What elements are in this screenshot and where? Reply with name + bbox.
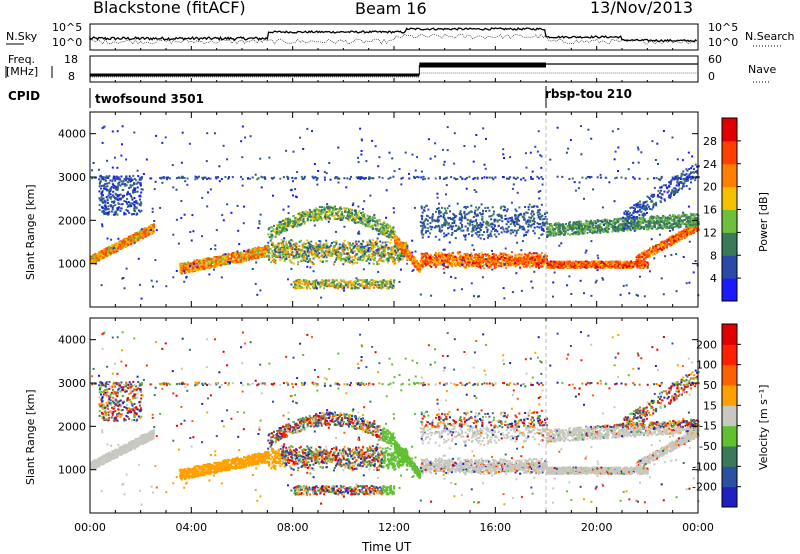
nsearch-label: N.Search (745, 30, 795, 43)
colorbar-seg-0-4 (722, 186, 737, 210)
ytick-label-1-0: 1000 (58, 464, 86, 477)
colorbar-seg-1-0 (722, 486, 737, 508)
colorbar-frame-1 (721, 323, 738, 508)
ytick-label-0-3: 4000 (58, 128, 86, 141)
ytick-label-1-1: 2000 (58, 420, 86, 433)
ytick-label-0-0: 1000 (58, 258, 86, 271)
colorbar-label-1-3: 15 (703, 399, 717, 412)
panel-bg-0 (90, 112, 698, 307)
colorbar-label-1-0: 200 (696, 338, 717, 351)
nsky-right-tick-top: 10^5 (708, 21, 739, 34)
ytick-label-1-3: 4000 (58, 334, 86, 347)
colorbar-label-0-1: 8 (710, 249, 717, 262)
colorbar-seg-0-2 (722, 232, 737, 256)
velocity-ylabel: Slant Range [km] (24, 389, 37, 485)
xtick-label-6: 00:00 (682, 521, 714, 534)
xtick-label-4: 16:00 (479, 521, 511, 534)
velocity-scatter (90, 331, 700, 506)
freq-tick-top: 18 (64, 53, 78, 66)
colorbar-label-1-7: -200 (692, 481, 717, 494)
ytick-label-0-2: 3000 (58, 171, 86, 184)
date-title: 13/Nov/2013 (590, 0, 694, 17)
nsky-tick-top: 10^5 (52, 21, 83, 34)
nsky-line (89, 27, 698, 43)
power-ylabel: Slant Range [km] (24, 184, 37, 280)
freq-tick-bottom: 8 (68, 70, 75, 83)
colorbar-label-0-4: 20 (703, 181, 717, 194)
colorbar-label-0-6: 28 (703, 135, 717, 148)
xtick-label-0: 00:00 (74, 521, 106, 534)
cpid-label: CPID (8, 89, 41, 103)
nave-tick-top: 60 (708, 53, 722, 66)
cpid-segment-1: twofsound 3501 (95, 92, 204, 106)
colorbar-label-0-5: 24 (703, 158, 717, 171)
ytick-label-0-1: 2000 (58, 214, 86, 227)
power-scatter (90, 125, 700, 300)
panel-bg-1 (90, 318, 698, 513)
xtick-label-2: 08:00 (277, 521, 309, 534)
power-colorbar-label: Power [dB] (757, 192, 770, 252)
nsky-right-tick-bottom: 10^0 (708, 36, 739, 49)
colorbar-label-1-5: -50 (699, 440, 717, 453)
nsky-label: N.Sky (6, 30, 38, 43)
ytick-label-1-2: 3000 (58, 377, 86, 390)
colorbar-label-0-2: 12 (703, 226, 717, 239)
beam-title: Beam 16 (355, 0, 427, 18)
colorbar-label-0-3: 16 (703, 204, 717, 217)
colorbar-seg-1-4 (722, 405, 737, 427)
colorbar-seg-1-5 (722, 385, 737, 406)
colorbar-seg-0-7 (722, 118, 737, 142)
colorbar-seg-1-2 (722, 446, 737, 467)
station-title: Blackstone (fitACF) (93, 0, 246, 17)
colorbar-seg-1-6 (722, 364, 737, 386)
freq-unit: [MHz] (6, 65, 39, 78)
colorbar-seg-1-7 (722, 344, 737, 366)
velocity-colorbar-label: Velocity [m s⁻¹] (757, 384, 770, 470)
colorbar-seg-0-6 (722, 140, 737, 165)
xtick-label-5: 20:00 (581, 521, 613, 534)
xtick-label-3: 12:00 (378, 521, 410, 534)
nave-label: Nave (748, 63, 777, 76)
nsky-tick-bottom: 10^0 (52, 36, 83, 49)
nave-tick-bottom: 0 (708, 70, 715, 83)
colorbar-seg-1-8 (722, 324, 737, 345)
colorbar-seg-0-3 (722, 209, 737, 233)
colorbar-seg-0-1 (722, 255, 737, 279)
colorbar-seg-1-1 (722, 466, 737, 488)
colorbar-seg-0-5 (722, 163, 737, 188)
colorbar-label-0-0: 4 (710, 272, 717, 285)
freq-label: Freq. (8, 53, 36, 66)
colorbar-label-1-4: -15 (699, 420, 717, 433)
colorbar-label-1-6: -100 (692, 460, 717, 473)
colorbar-seg-0-0 (722, 278, 737, 302)
xaxis-label: Time UT (362, 540, 412, 554)
colorbar-label-1-2: 50 (703, 379, 717, 392)
xtick-label-1: 04:00 (175, 521, 207, 534)
colorbar-seg-1-3 (722, 425, 737, 447)
cpid-segment-2: rbsp-tou 210 (545, 87, 632, 101)
nsearch-line (89, 33, 696, 46)
colorbar-label-1-1: 100 (696, 359, 717, 372)
